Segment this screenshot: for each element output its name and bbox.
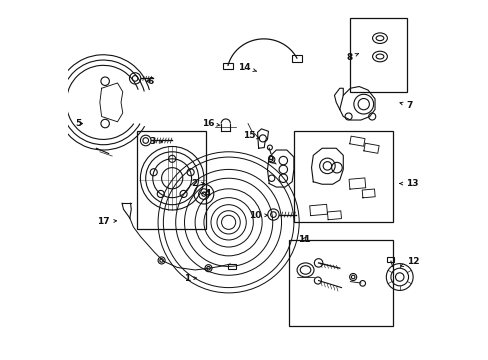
Text: 9: 9 [266, 155, 276, 164]
Text: 5: 5 [75, 119, 82, 128]
Text: 4: 4 [202, 189, 211, 198]
Text: 7: 7 [399, 102, 412, 111]
Text: 8: 8 [346, 53, 358, 62]
Text: 16: 16 [202, 119, 220, 128]
Text: 2: 2 [191, 179, 203, 188]
Text: 6: 6 [146, 77, 153, 86]
Bar [137, 131, 205, 229]
Text: 1: 1 [183, 274, 196, 283]
Text: 15: 15 [243, 131, 259, 140]
Text: 11: 11 [298, 235, 310, 244]
Bar [386, 257, 394, 262]
Text: 12: 12 [400, 257, 418, 266]
Bar [228, 264, 236, 269]
Text: 14: 14 [238, 63, 256, 72]
Text: 10: 10 [248, 211, 267, 220]
Bar [288, 240, 392, 327]
Bar [291, 55, 301, 62]
Text: 3: 3 [149, 138, 162, 147]
Text: 13: 13 [399, 179, 417, 188]
Bar [349, 18, 406, 92]
Bar [223, 63, 232, 69]
Bar [293, 131, 392, 222]
Text: 17: 17 [97, 217, 116, 226]
